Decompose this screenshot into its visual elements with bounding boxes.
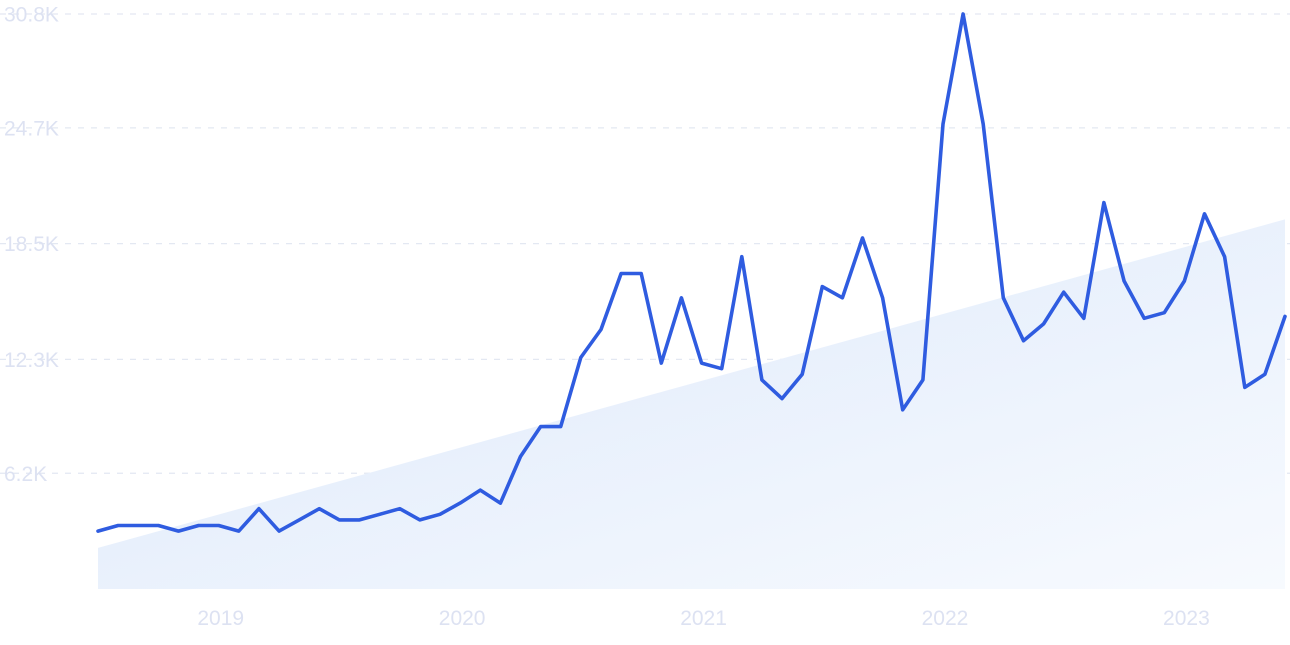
- y-tick-label: 30.8K: [4, 4, 59, 27]
- data-point: [961, 12, 965, 16]
- series-line: [96, 12, 1287, 533]
- data-point: [498, 501, 502, 505]
- data-point: [136, 524, 140, 528]
- data-point: [1243, 385, 1247, 389]
- data-point: [881, 296, 885, 300]
- data-point: [297, 518, 301, 522]
- data-point: [96, 529, 100, 533]
- data-point: [820, 285, 824, 289]
- data-point: [1042, 322, 1046, 326]
- data-point: [1162, 311, 1166, 315]
- data-point: [760, 378, 764, 382]
- data-point: [1203, 212, 1207, 216]
- data-point: [337, 518, 341, 522]
- data-point: [1022, 339, 1026, 343]
- data-point: [921, 378, 925, 382]
- data-point: [317, 507, 321, 511]
- data-point: [458, 501, 462, 505]
- data-point: [981, 122, 985, 126]
- data-point: [579, 356, 583, 360]
- data-point: [1142, 316, 1146, 320]
- data-point: [679, 296, 683, 300]
- data-point: [519, 455, 523, 459]
- y-tick-label: 24.7K: [4, 117, 59, 140]
- data-point: [1082, 316, 1086, 320]
- data-point: [358, 518, 362, 522]
- data-point: [1182, 279, 1186, 283]
- data-point: [1223, 255, 1227, 259]
- y-axis: 6.2K 12.3K 18.5K 24.7K 30.8K: [4, 4, 59, 486]
- data-point: [659, 361, 663, 365]
- data-point: [599, 328, 603, 332]
- data-point: [257, 507, 261, 511]
- y-tick-label: 6.2K: [4, 463, 47, 486]
- data-point: [720, 367, 724, 371]
- data-point: [639, 272, 643, 276]
- y-tick-label: 12.3K: [4, 349, 59, 372]
- data-point: [277, 529, 281, 533]
- y-tick-label: 18.5K: [4, 233, 59, 256]
- data-point: [1001, 296, 1005, 300]
- data-point: [700, 361, 704, 365]
- data-point: [217, 524, 221, 528]
- x-tick-label: 2021: [680, 607, 727, 630]
- data-point: [438, 512, 442, 516]
- x-axis: 2019 2020 2021 2022 2023: [197, 607, 1209, 630]
- data-point: [1062, 290, 1066, 294]
- data-point: [840, 296, 844, 300]
- data-point: [237, 529, 241, 533]
- data-point: [941, 122, 945, 126]
- x-tick-label: 2020: [439, 607, 486, 630]
- x-tick-label: 2023: [1163, 607, 1210, 630]
- data-point: [901, 408, 905, 412]
- data-point: [1283, 314, 1287, 318]
- data-point: [780, 397, 784, 401]
- data-point: [478, 488, 482, 492]
- data-point: [1102, 201, 1106, 205]
- data-point: [740, 255, 744, 259]
- data-point: [156, 524, 160, 528]
- x-tick-label: 2022: [922, 607, 969, 630]
- data-point: [116, 524, 120, 528]
- data-point: [378, 512, 382, 516]
- data-point: [861, 236, 865, 240]
- data-point: [1122, 279, 1126, 283]
- data-point: [398, 507, 402, 511]
- data-point: [539, 425, 543, 429]
- data-point: [559, 425, 563, 429]
- data-point: [177, 529, 181, 533]
- data-point: [619, 272, 623, 276]
- data-point: [418, 518, 422, 522]
- x-tick-label: 2019: [197, 607, 244, 630]
- data-point: [1263, 372, 1267, 376]
- data-point: [800, 372, 804, 376]
- data-point: [197, 524, 201, 528]
- trend-area: [98, 219, 1285, 589]
